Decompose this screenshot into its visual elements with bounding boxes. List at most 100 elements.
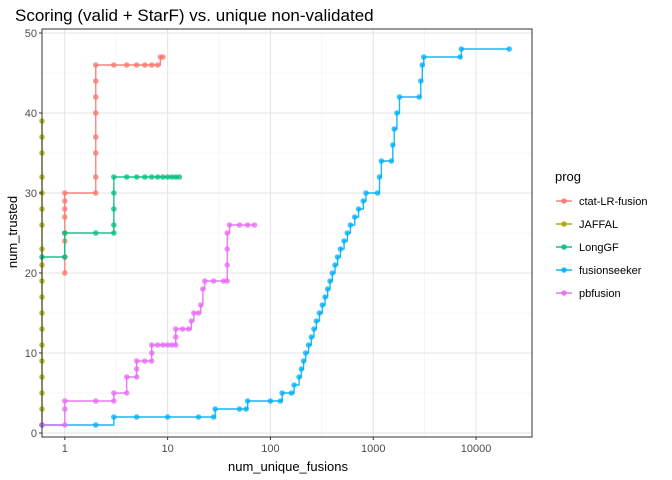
data-point bbox=[200, 286, 206, 292]
legend-item: ctat-LR-fusion bbox=[556, 196, 647, 208]
series-ctat-lr-fusion bbox=[62, 54, 166, 276]
x-tick-label: 1000 bbox=[361, 443, 385, 455]
data-point bbox=[334, 254, 341, 260]
data-point bbox=[160, 174, 166, 180]
legend-label: fusionseeker bbox=[579, 265, 642, 277]
data-point bbox=[123, 62, 130, 68]
data-point bbox=[154, 62, 161, 68]
data-point bbox=[344, 230, 351, 236]
data-point bbox=[154, 342, 161, 348]
data-point bbox=[277, 398, 284, 404]
data-point bbox=[236, 406, 243, 412]
data-point bbox=[62, 270, 68, 276]
data-point bbox=[111, 414, 117, 420]
data-point bbox=[363, 190, 369, 196]
legend-title: prog bbox=[555, 169, 581, 184]
y-tick-label: 20 bbox=[25, 268, 37, 280]
data-point bbox=[244, 222, 251, 228]
y-axis-title: num_trusted bbox=[5, 196, 20, 268]
data-point bbox=[224, 262, 231, 268]
data-point bbox=[394, 110, 400, 116]
data-point bbox=[123, 374, 130, 380]
data-point bbox=[148, 342, 155, 348]
data-point bbox=[279, 390, 285, 396]
data-point bbox=[224, 246, 231, 252]
x-tick-label: 1 bbox=[62, 443, 68, 455]
y-tick-label: 10 bbox=[25, 348, 37, 360]
data-point bbox=[176, 174, 183, 180]
data-point bbox=[62, 422, 68, 428]
data-point bbox=[374, 190, 381, 196]
data-point bbox=[142, 358, 148, 364]
data-point bbox=[416, 94, 423, 100]
data-point bbox=[154, 174, 161, 180]
data-point bbox=[378, 158, 385, 164]
chart-title: Scoring (valid + StarF) vs. unique non-v… bbox=[15, 6, 374, 25]
data-point bbox=[111, 62, 117, 68]
data-point bbox=[419, 62, 426, 68]
data-point bbox=[62, 230, 68, 236]
data-point bbox=[251, 222, 258, 228]
legend-label: pbfusion bbox=[579, 288, 621, 300]
data-point bbox=[111, 230, 117, 236]
data-point bbox=[224, 230, 231, 236]
data-point bbox=[92, 150, 99, 156]
data-point bbox=[388, 158, 395, 164]
data-point bbox=[123, 174, 130, 180]
data-point bbox=[142, 62, 148, 68]
data-point bbox=[420, 54, 427, 60]
data-point bbox=[308, 334, 315, 340]
x-tick-label: 10 bbox=[161, 443, 173, 455]
data-point bbox=[62, 214, 68, 220]
data-point bbox=[236, 222, 243, 228]
panel-border bbox=[41, 28, 533, 438]
y-tick-label: 50 bbox=[25, 28, 37, 40]
legend-label: JAFFAL bbox=[579, 219, 618, 231]
x-axis-title: num_unique_fusions bbox=[228, 459, 348, 474]
data-point bbox=[210, 278, 217, 284]
data-point bbox=[337, 246, 344, 252]
legend-key-point bbox=[561, 267, 567, 273]
data-point bbox=[62, 406, 68, 412]
data-point bbox=[396, 94, 403, 100]
x-tick-label: 10000 bbox=[461, 443, 492, 455]
data-point bbox=[185, 326, 192, 332]
data-point bbox=[291, 382, 297, 388]
data-point bbox=[111, 174, 117, 180]
data-point bbox=[458, 46, 465, 52]
data-point bbox=[296, 374, 302, 380]
series-fusionseeker bbox=[39, 46, 512, 428]
data-point bbox=[123, 390, 130, 396]
data-point bbox=[92, 78, 99, 84]
data-point bbox=[195, 414, 202, 420]
legend-key-point bbox=[561, 221, 567, 227]
data-point bbox=[111, 190, 117, 196]
data-point bbox=[457, 54, 463, 60]
data-point bbox=[169, 174, 175, 180]
data-point bbox=[92, 134, 99, 140]
data-point bbox=[302, 350, 309, 356]
data-point bbox=[142, 174, 148, 180]
data-point bbox=[417, 78, 424, 84]
legend-key-point bbox=[561, 244, 567, 250]
data-point bbox=[329, 270, 336, 276]
legend-item: LongGF bbox=[556, 242, 619, 254]
data-point bbox=[347, 222, 354, 228]
data-point bbox=[92, 174, 99, 180]
data-point bbox=[376, 174, 383, 180]
legend-label: LongGF bbox=[579, 242, 619, 254]
data-point bbox=[92, 422, 99, 428]
data-point bbox=[327, 278, 333, 284]
data-point bbox=[341, 238, 347, 244]
legend-item: pbfusion bbox=[556, 288, 621, 300]
data-point bbox=[133, 62, 140, 68]
data-point bbox=[224, 278, 231, 284]
data-point bbox=[288, 390, 295, 396]
data-point bbox=[391, 126, 398, 132]
data-point bbox=[172, 334, 179, 340]
data-point bbox=[148, 62, 155, 68]
legend-key-point bbox=[561, 198, 567, 204]
legend-label: ctat-LR-fusion bbox=[579, 196, 647, 208]
data-point bbox=[133, 414, 140, 420]
data-point bbox=[92, 62, 99, 68]
